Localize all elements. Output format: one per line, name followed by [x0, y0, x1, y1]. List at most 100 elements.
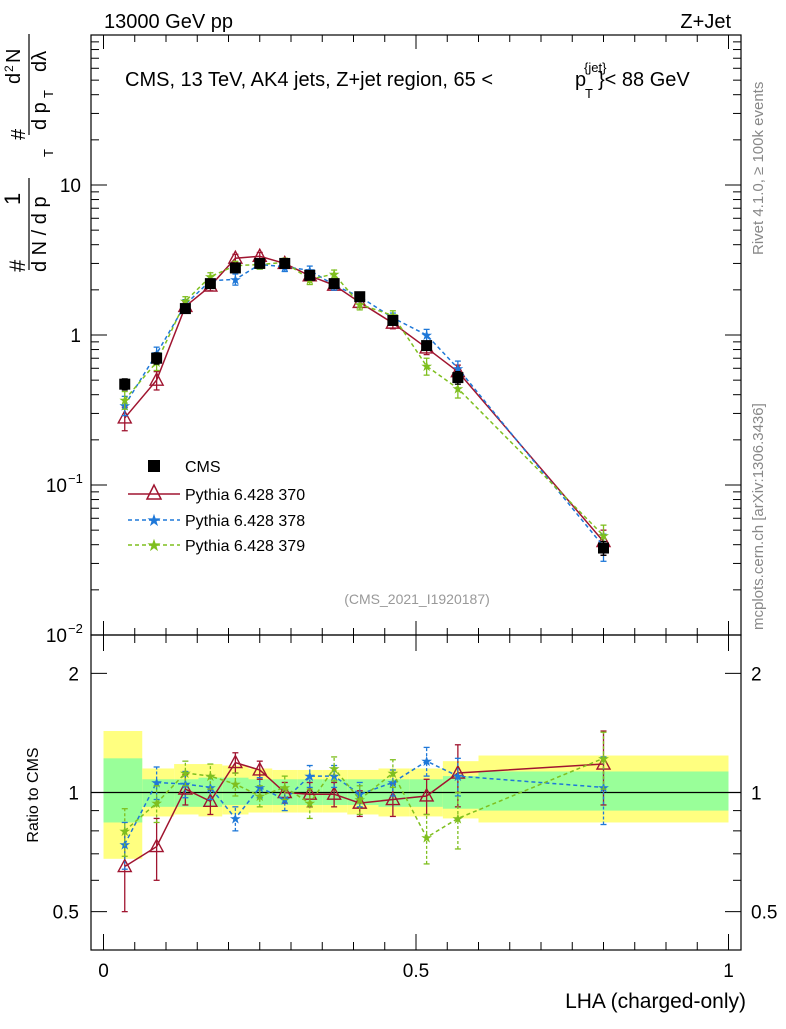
ratio-y-tick-label-right: 0.5	[751, 903, 777, 924]
ratio-bands	[91, 731, 741, 859]
ratio-point-p370	[252, 761, 268, 776]
ratio-point-p370	[418, 787, 435, 802]
data-point-cms	[119, 378, 131, 390]
ratio-line-p378	[124, 760, 604, 845]
data-point-p379: ★	[118, 392, 131, 408]
ratio-point-p378: ★	[420, 753, 433, 769]
legend-marker-370	[145, 483, 163, 500]
data-point-cms	[387, 314, 399, 326]
ratio-point-p370	[148, 838, 165, 853]
data-point-p379: ★	[452, 380, 465, 396]
legend-marker-cms	[148, 460, 160, 472]
main-title: CMS, 13 TeV, AK4 jets, Z+jet region, 65 …	[125, 60, 690, 101]
main-y-tick-exponent: −2	[68, 621, 83, 636]
ylabel-hash: #	[5, 259, 30, 272]
ylabel-dn-sub: T	[41, 149, 56, 157]
main-plot-marks: ★★★★★★★★★★★★★★★★★★★★★★★★★★★★	[117, 247, 612, 562]
legend-label-370: Pythia 6.428 370	[185, 487, 305, 504]
data-point-cms	[254, 257, 266, 269]
ratio-point-p378: ★	[253, 779, 266, 795]
ratio-point-p379: ★	[150, 795, 163, 811]
ylabel-d2n-sup: 2	[2, 65, 16, 72]
ratio-ylabel: Ratio to CMS	[25, 747, 42, 842]
data-point-cms	[598, 542, 609, 554]
data-point-cms	[279, 257, 291, 269]
data-point-cms	[328, 278, 340, 290]
legend-label-378: Pythia 6.428 378	[185, 513, 305, 530]
ratio-plot-marks: ★★★★★★★★★★★★★★★★★★★★★★★★★★★★	[117, 730, 612, 913]
ratio-point-p379: ★	[328, 760, 341, 776]
title-sup: {jet}	[584, 60, 607, 75]
ratio-point-p379: ★	[597, 750, 610, 766]
data-point-cms	[452, 372, 464, 384]
ylabel-one: 1	[0, 193, 25, 205]
watermark: (CMS_2021_I1920187)	[344, 591, 490, 607]
ratio-point-p378: ★	[150, 774, 163, 790]
ratio-point-p370	[227, 754, 244, 769]
ratio-ticks: 0.5 0.5 1 1 2 2 0 0.5 1	[53, 635, 777, 982]
main-y-tick-label: 1	[70, 326, 81, 347]
ratio-point-p379: ★	[229, 776, 242, 792]
series-line-p379	[124, 261, 605, 537]
header-right-label: Z+Jet	[680, 11, 731, 33]
legend-label-379: Pythia 6.428 379	[185, 538, 305, 555]
main-ylabel: # 1 d N / d p T # d 2 N d p T dλ	[0, 34, 56, 272]
ylabel-dpt: d p	[29, 102, 51, 130]
main-y-tick-label: 10	[60, 176, 81, 197]
mcplots-label: mcplots.cern.ch [arXiv:1306.3436]	[750, 403, 767, 630]
ratio-point-p378: ★	[452, 768, 465, 784]
ratio-x-tick-label: 0	[98, 961, 109, 982]
ratio-point-p378: ★	[303, 768, 316, 784]
legend: CMS Pythia 6.428 370 ★ Pythia 6.428 378 …	[128, 459, 305, 555]
legend-marker-379: ★	[146, 536, 161, 555]
ratio-point-p379: ★	[253, 788, 266, 804]
data-point-cms	[229, 262, 241, 274]
ratio-y-tick-label-left: 0.5	[53, 903, 79, 924]
title-tail: }< 88 GeV	[598, 69, 690, 91]
ratio-point-p370	[385, 791, 401, 806]
ratio-y-tick-label-right: 1	[751, 784, 762, 805]
data-point-cms	[354, 291, 366, 303]
ylabel-d2n-d: d	[3, 73, 25, 84]
data-point-p379: ★	[597, 528, 610, 544]
title-sub: T	[585, 86, 593, 101]
ratio-line-p379	[124, 757, 604, 839]
ratio-y-tick-label-right: 2	[751, 664, 762, 685]
ratio-point-p379: ★	[118, 823, 131, 839]
ratio-point-p379: ★	[179, 765, 192, 781]
main-y-tick-exponent: −1	[68, 471, 83, 486]
main-y-tick-label: 10	[46, 626, 67, 647]
ratio-point-p379: ★	[353, 792, 366, 808]
data-point-p379: ★	[420, 358, 433, 374]
ratio-y-tick-label-left: 1	[68, 784, 79, 805]
ratio-band-inner	[103, 758, 143, 823]
ylabel-dlambda: dλ	[29, 51, 51, 72]
ratio-point-p379: ★	[303, 795, 316, 811]
title-p: p	[575, 69, 586, 91]
ratio-point-p379: ★	[452, 810, 465, 826]
ratio-point-p379: ★	[387, 765, 400, 781]
data-point-cms	[179, 303, 191, 315]
ratio-x-tick-label: 0.5	[403, 961, 429, 982]
ratio-point-p379: ★	[420, 829, 433, 845]
ratio-point-p378: ★	[387, 774, 400, 790]
ylabel-hash-2: #	[8, 128, 30, 140]
rivet-label: Rivet 4.1.0, ≥ 100k events	[750, 82, 767, 255]
data-point-p378: ★	[420, 327, 433, 343]
ratio-y-tick-label-left: 2	[68, 664, 79, 685]
data-point-cms	[304, 269, 316, 281]
header-left-label: 13000 GeV pp	[104, 11, 233, 33]
ratio-point-p379: ★	[278, 779, 291, 795]
ratio-point-p379: ★	[204, 768, 217, 784]
series-line-p370	[124, 255, 605, 543]
ylabel-d2n-n: N	[3, 49, 25, 63]
ylabel-dn: d N / d p	[29, 196, 51, 272]
ratio-point-p370	[326, 785, 342, 800]
ratio-point-p370	[177, 780, 194, 795]
legend-marker-378: ★	[146, 511, 161, 530]
main-y-tick-label: 10	[46, 476, 67, 497]
data-point-cms	[151, 352, 163, 364]
